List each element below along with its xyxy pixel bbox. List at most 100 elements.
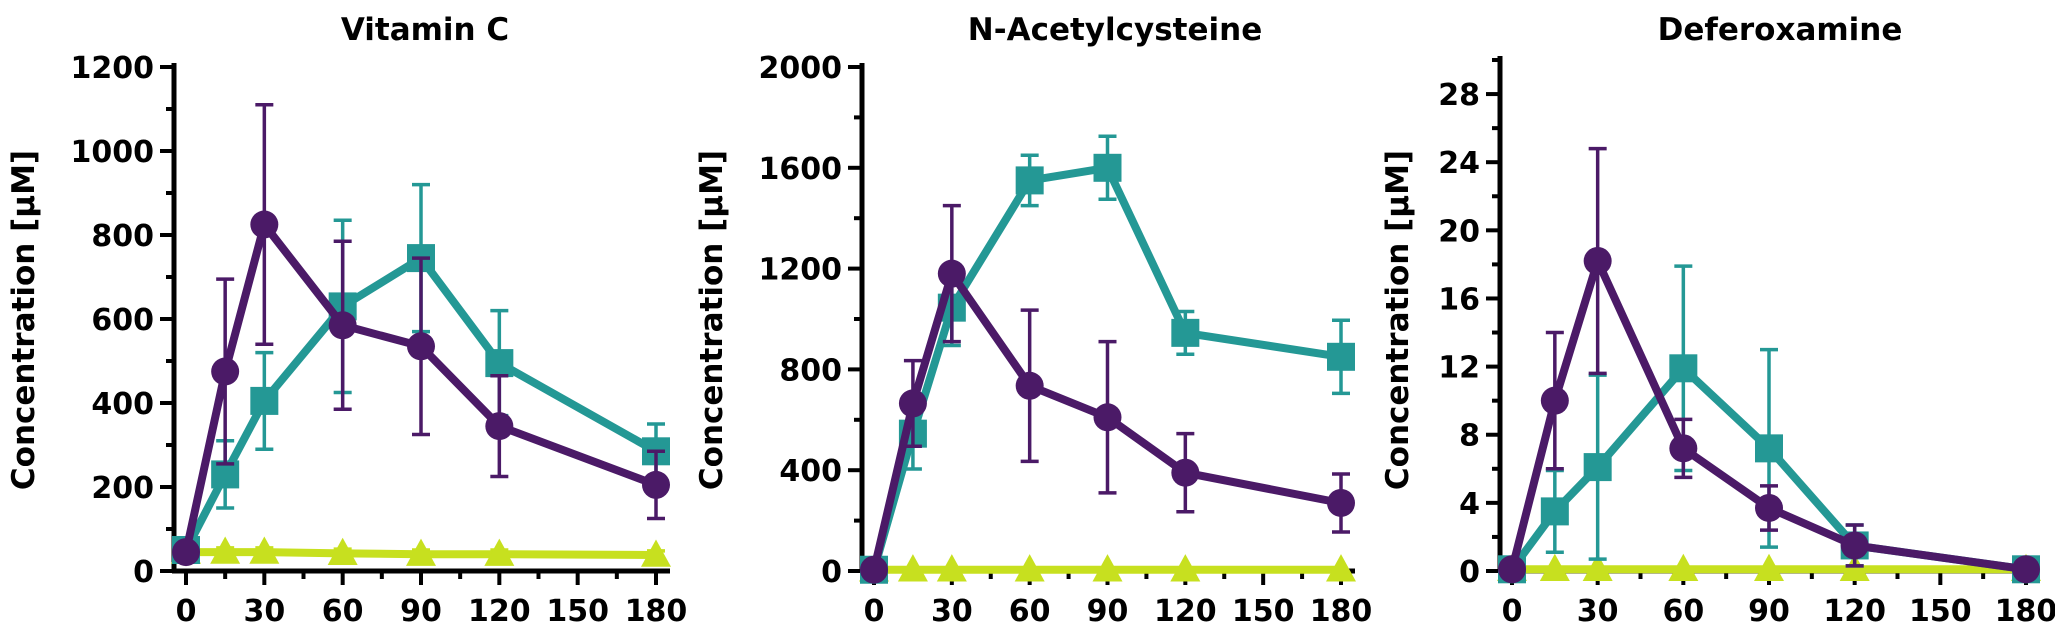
y-tick-label: 400 [779, 454, 842, 489]
data-point-triangle [1668, 553, 1699, 581]
y-tick-label: 0 [1459, 555, 1480, 590]
series-circle [172, 103, 670, 567]
x-tick-label: 0 [176, 594, 197, 629]
data-point-triangle [210, 536, 241, 564]
x-tick-label: 120 [468, 594, 531, 629]
x-tick-label: 0 [864, 594, 885, 629]
y-tick-label: 800 [779, 353, 842, 388]
data-point-circle [1498, 555, 1526, 584]
y-axis-label: Concentration [µM] [6, 150, 42, 490]
x-tick-label: 150 [546, 594, 609, 629]
data-point-circle [1583, 246, 1612, 275]
series-triangle [171, 536, 671, 567]
x-tick-label: 150 [1232, 594, 1295, 629]
data-point-circle [1840, 531, 1869, 560]
data-point-triangle [1014, 554, 1045, 582]
data-point-circle [407, 332, 435, 361]
y-tick-label: 200 [91, 471, 154, 506]
panel-vitamin-c: Vitamin C Concentration [µM] 02004006008… [6, 12, 687, 629]
x-tick-label: 60 [1662, 594, 1704, 629]
data-point-square [1327, 342, 1355, 371]
axes: 0 4 8 12 16 20 24 28 0 30 60 90 120 150 180 [1438, 56, 2055, 629]
panel-title: N-Acetylcysteine [968, 12, 1262, 48]
panel-deferoxamine: Deferoxamine Concentration [µM] 0 4 8 12 16 2… [1380, 12, 2055, 629]
data-point-circle [2012, 555, 2040, 584]
data-point-triangle [406, 538, 436, 566]
data-point-triangle [327, 537, 358, 566]
x-tick-label: 120 [1154, 594, 1217, 629]
data-point-square [485, 349, 514, 378]
data-point-triangle [1539, 553, 1570, 581]
x-tick-label: 150 [1909, 594, 1972, 629]
x-tick-label: 0 [1502, 594, 1523, 629]
data-point-circle [642, 470, 670, 499]
data-point-circle [1669, 434, 1698, 463]
axes: 0 400 800 1200 1600 2000 0 30 60 90 120 150 180 [759, 51, 1373, 629]
y-tick-label: 8 [1459, 419, 1480, 454]
series-circle [860, 203, 1355, 584]
panel-title: Deferoxamine [1658, 12, 1903, 48]
series-triangle [859, 554, 1356, 582]
x-tick-label: 180 [1995, 594, 2055, 629]
data-point-circle [898, 389, 927, 418]
x-tick-label: 60 [1009, 594, 1051, 629]
y-axis-label: Concentration [µM] [1380, 150, 1416, 490]
y-tick-label: 1000 [71, 135, 155, 170]
x-tick-label: 120 [1823, 594, 1886, 629]
data-point-triangle [1582, 553, 1613, 581]
y-tick-label: 28 [1438, 78, 1480, 113]
x-tick-label: 90 [400, 594, 442, 629]
data-point-square [1171, 318, 1200, 347]
y-tick-label: 800 [91, 219, 154, 254]
data-point-triangle [1326, 554, 1356, 582]
data-point-circle [860, 555, 888, 584]
x-tick-label: 90 [1748, 594, 1790, 629]
data-point-circle [1015, 371, 1044, 400]
data-point-circle [485, 412, 514, 441]
data-point-triangle [249, 536, 280, 564]
y-tick-label: 0 [133, 555, 154, 590]
data-point-triangle [1754, 553, 1784, 581]
data-point-triangle [1092, 554, 1123, 582]
x-tick-label: 30 [931, 594, 973, 629]
data-point-square [1540, 497, 1569, 526]
y-tick-label: 1200 [71, 51, 155, 86]
data-point-triangle [1170, 554, 1201, 582]
y-tick-label: 4 [1459, 487, 1480, 522]
data-point-circle [1540, 386, 1569, 415]
x-tick-label: 180 [625, 594, 688, 629]
x-tick-label: 60 [322, 594, 364, 629]
y-tick-label: 1200 [759, 253, 843, 288]
axes: 0 200 400 600 800 1000 1200 0 30 60 90 120 150 180 [71, 51, 688, 629]
data-point-triangle [936, 554, 967, 582]
x-tick-label: 30 [1577, 594, 1619, 629]
data-point-circle [250, 210, 279, 239]
data-point-circle [211, 357, 240, 386]
y-tick-label: 1600 [759, 152, 843, 187]
data-point-circle [1755, 493, 1783, 522]
data-point-square [1755, 434, 1783, 463]
y-axis-label: Concentration [µM] [694, 150, 730, 490]
data-point-square [1669, 354, 1698, 383]
y-tick-label: 600 [91, 303, 154, 338]
data-point-square [250, 386, 279, 415]
data-point-triangle [641, 539, 671, 567]
series-circle [1498, 146, 2040, 584]
data-point-square [1015, 166, 1044, 195]
y-tick-label: 16 [1438, 282, 1480, 317]
panel-title: Vitamin C [341, 12, 509, 48]
data-point-circle [328, 311, 357, 340]
data-point-circle [1171, 458, 1200, 487]
data-point-circle [1093, 403, 1122, 432]
data-point-circle [172, 538, 200, 567]
data-point-triangle [897, 554, 928, 582]
panel-n-acetylcysteine: N-Acetylcysteine Concentration [µM] 0 400… [694, 12, 1372, 629]
x-tick-label: 180 [1310, 594, 1373, 629]
y-tick-label: 24 [1438, 146, 1480, 181]
y-tick-label: 400 [91, 387, 154, 422]
x-tick-label: 90 [1087, 594, 1129, 629]
data-point-square [1583, 453, 1612, 482]
data-point-square [1093, 153, 1122, 182]
